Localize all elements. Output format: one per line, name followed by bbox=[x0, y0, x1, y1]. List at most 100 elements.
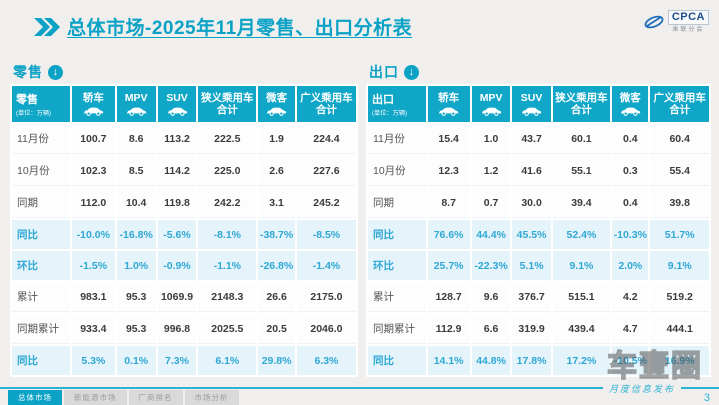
table-cell: 112.9 bbox=[427, 314, 470, 344]
table-cell: -10.3% bbox=[612, 220, 649, 249]
car-icon bbox=[481, 107, 501, 116]
table-cell: 30.0 bbox=[512, 188, 551, 218]
table-cell: 17.8% bbox=[512, 346, 551, 375]
table-cell: 41.6 bbox=[512, 156, 551, 186]
row-label: 11月份 bbox=[368, 124, 426, 154]
column-header-4: 微客 bbox=[612, 86, 649, 122]
double-chevron-icon bbox=[34, 17, 60, 36]
cpca-logo: CPCA 乘联分会 bbox=[643, 10, 709, 33]
table-cell: -1.5% bbox=[72, 251, 115, 280]
table-cell: 0.1% bbox=[116, 346, 156, 375]
table-cell: 5.1% bbox=[512, 251, 551, 280]
table-cell: 9.1% bbox=[552, 251, 611, 280]
column-header-0: 轿车 bbox=[427, 86, 470, 122]
table-cell: 6.1% bbox=[198, 346, 257, 375]
table-cell: 2148.3 bbox=[198, 282, 257, 312]
tab-manufacturer-ranking[interactable]: 厂商排名 bbox=[128, 390, 183, 405]
column-header-1: MPV bbox=[116, 86, 156, 122]
table-cell: 222.5 bbox=[198, 124, 257, 154]
table-cell: 1.0 bbox=[471, 124, 511, 154]
table-cell: 4.7 bbox=[612, 314, 649, 344]
tab-overall-market[interactable]: 总体市场 bbox=[8, 390, 62, 405]
table-cell: -26.8% bbox=[258, 251, 295, 280]
slide-title: 总体市场-2025年11月零售、出口分析表 bbox=[34, 13, 412, 40]
car-icon bbox=[167, 107, 187, 116]
table-cell: 983.1 bbox=[72, 282, 115, 312]
corner-header: 零售 (单位：万辆) bbox=[12, 86, 71, 122]
page-number: 3 bbox=[703, 392, 710, 404]
table-cell: 39.8 bbox=[650, 188, 709, 218]
table-cell: 242.2 bbox=[198, 188, 257, 218]
tab-nev-market[interactable]: 新能源市场 bbox=[64, 390, 127, 405]
bottom-tab-bar: 总体市场 新能源市场 厂商排名 市场分析 bbox=[8, 390, 239, 405]
table-cell: 114.2 bbox=[157, 156, 197, 186]
table-cell: 6.3% bbox=[296, 346, 356, 375]
table-cell: 128.7 bbox=[427, 282, 470, 312]
cpca-logo-text: CPCA bbox=[667, 10, 709, 25]
table-row: 10月份 102.3 8.5 114.2 225.0 2.6 227.6 bbox=[12, 156, 356, 186]
table-cell: 3.1 bbox=[258, 188, 295, 218]
row-label: 同期 bbox=[12, 188, 71, 218]
row-label: 10月份 bbox=[12, 156, 71, 186]
table-row: 同比 -10.0% -16.8% -5.6% -8.1% -38.7% -8.5% bbox=[12, 220, 356, 249]
table-cell: 100.7 bbox=[72, 124, 115, 154]
table-cell: -1.4% bbox=[296, 251, 356, 280]
table-cell: 996.8 bbox=[157, 314, 197, 344]
tab-market-analysis[interactable]: 市场分析 bbox=[184, 390, 239, 405]
table-cell: 26.6 bbox=[258, 282, 295, 312]
column-header-2: SUV bbox=[157, 86, 197, 122]
table-cell: 14.1% bbox=[427, 346, 470, 375]
table-row: 环比 25.7% -22.3% 5.1% 9.1% 2.0% 9.1% bbox=[368, 251, 709, 280]
row-label: 累计 bbox=[12, 282, 71, 312]
table-cell: 9.1% bbox=[650, 251, 709, 280]
row-label: 同比 bbox=[12, 220, 71, 249]
table-cell: 43.7 bbox=[512, 124, 551, 154]
table-cell: -22.3% bbox=[471, 251, 511, 280]
column-header-0: 轿车 bbox=[72, 86, 115, 122]
table-cell: 2025.5 bbox=[198, 314, 257, 344]
header-row: 零售 (单位：万辆) 轿车 MPV SUV 狭义乘用车 合计 微客 广义乘用车 合计 bbox=[12, 86, 356, 122]
table-cell: 6.6 bbox=[471, 314, 511, 344]
table-row: 11月份 100.7 8.6 113.2 222.5 1.9 224.4 bbox=[12, 124, 356, 154]
section-label: 零售 bbox=[13, 64, 43, 80]
table-cell: 12.3 bbox=[427, 156, 470, 186]
table-cell: 1.9 bbox=[258, 124, 295, 154]
table-cell: -0.9% bbox=[157, 251, 197, 280]
table-row: 累计 983.1 95.3 1069.9 2148.3 26.6 2175.0 bbox=[12, 282, 356, 312]
export-table: 出口 (单位：万辆) 轿车 MPV SUV 狭义乘用车 合计 微客 广义乘用车 合计 11月份 15… bbox=[366, 84, 711, 377]
table-cell: 1.2 bbox=[471, 156, 511, 186]
cpca-logo-subtitle: 乘联分会 bbox=[672, 27, 705, 33]
column-header-3: 狭义乘用车 合计 bbox=[552, 86, 611, 122]
row-label: 同期累计 bbox=[12, 314, 71, 344]
table-cell: 60.4 bbox=[650, 124, 709, 154]
table-cell: 119.8 bbox=[157, 188, 197, 218]
car-icon bbox=[126, 107, 146, 116]
section-label: 出口 bbox=[369, 64, 399, 80]
car-icon bbox=[620, 107, 640, 116]
circle-down-arrow-icon: ↓ bbox=[404, 64, 419, 80]
table-cell: 4.2 bbox=[612, 282, 649, 312]
table-cell: -10.5% bbox=[612, 346, 649, 375]
table-cell: 113.2 bbox=[157, 124, 197, 154]
table-cell: 0.3 bbox=[612, 156, 649, 186]
car-icon bbox=[438, 107, 459, 116]
row-label: 同比 bbox=[368, 346, 426, 375]
table-cell: 933.4 bbox=[72, 314, 115, 344]
table-cell: -8.5% bbox=[296, 220, 356, 249]
table-row: 同比 76.6% 44.4% 45.5% 52.4% -10.3% 51.7% bbox=[368, 220, 709, 249]
table-cell: 0.4 bbox=[612, 124, 649, 154]
table-cell: 16.9% bbox=[650, 346, 709, 375]
table-cell: 39.4 bbox=[552, 188, 611, 218]
table-cell: 15.4 bbox=[427, 124, 470, 154]
page-title: 总体市场-2025年11月零售、出口分析表 bbox=[67, 18, 413, 39]
table-cell: 2046.0 bbox=[296, 314, 356, 344]
table-row: 同比 5.3% 0.1% 7.3% 6.1% 29.8% 6.3% bbox=[12, 346, 356, 375]
corner-header: 出口 (单位：万辆) bbox=[368, 86, 426, 122]
table-row: 同期累计 933.4 95.3 996.8 2025.5 20.5 2046.0 bbox=[12, 314, 356, 344]
table-cell: 112.0 bbox=[72, 188, 115, 218]
table-cell: 319.9 bbox=[512, 314, 551, 344]
table-row: 同期 8.7 0.7 30.0 39.4 0.4 39.8 bbox=[368, 188, 709, 218]
table-row: 同期 112.0 10.4 119.8 242.2 3.1 245.2 bbox=[12, 188, 356, 218]
column-header-3: 狭义乘用车 合计 bbox=[198, 86, 257, 122]
table-cell: -10.0% bbox=[72, 220, 115, 249]
